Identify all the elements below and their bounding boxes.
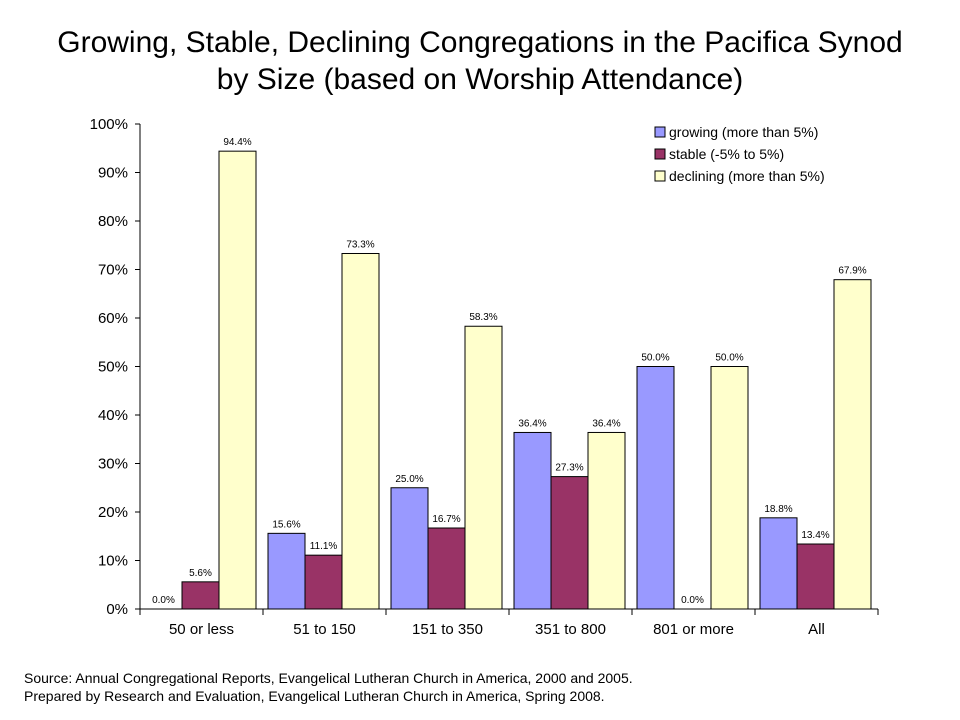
bar-declining xyxy=(218,150,257,610)
data-label: 15.6% xyxy=(272,519,300,530)
data-label: 73.3% xyxy=(346,239,374,250)
bar-growing xyxy=(390,487,429,610)
data-label: 67.9% xyxy=(838,266,866,277)
y-tick-label: 100% xyxy=(90,116,128,133)
bar-declining xyxy=(833,279,872,610)
footnote-source: Source: Annual Congregational Reports, E… xyxy=(24,670,633,686)
data-label: 0.0% xyxy=(681,595,704,606)
data-label: 18.8% xyxy=(764,504,792,515)
data-label: 94.4% xyxy=(223,137,251,148)
data-label: 16.7% xyxy=(432,514,460,525)
y-tick-label: 50% xyxy=(98,359,128,376)
bar-declining xyxy=(341,252,380,610)
bar-declining xyxy=(587,431,626,610)
y-tick-label: 30% xyxy=(98,456,128,473)
x-tick-label: 351 to 800 xyxy=(535,621,606,638)
data-label: 58.3% xyxy=(469,312,497,323)
y-tick-label: 70% xyxy=(98,262,128,279)
y-tick-label: 0% xyxy=(106,601,128,618)
bar-stable xyxy=(181,581,220,610)
data-label: 13.4% xyxy=(801,530,829,541)
y-tick-label: 80% xyxy=(98,213,128,230)
bar-growing xyxy=(513,431,552,610)
bar-stable xyxy=(550,476,589,610)
legend-label: growing (more than 5%) xyxy=(669,124,818,140)
legend-swatch xyxy=(654,170,666,182)
legend-label: declining (more than 5%) xyxy=(669,168,825,184)
legend-swatch xyxy=(654,148,666,160)
chart-title-line-1: Growing, Stable, Declining Congregations… xyxy=(57,26,903,59)
y-tick-label: 10% xyxy=(98,553,128,570)
y-tick-label: 60% xyxy=(98,310,128,327)
data-label: 0.0% xyxy=(152,595,175,606)
y-tick-label: 40% xyxy=(98,407,128,424)
bar-growing xyxy=(267,532,306,610)
chart-title-line-2: by Size (based on Worship Attendance) xyxy=(216,63,744,96)
data-label: 11.1% xyxy=(310,541,338,552)
chart-title: Growing, Stable, Declining Congregations… xyxy=(0,24,960,98)
y-tick-label: 90% xyxy=(98,165,128,182)
data-label: 25.0% xyxy=(395,474,423,485)
data-label: 50.0% xyxy=(715,353,743,364)
footnote-prepared-by: Prepared by Research and Evaluation, Eva… xyxy=(24,688,605,704)
bar-stable xyxy=(427,527,466,610)
footnote: Source: Annual Congregational Reports, E… xyxy=(24,669,633,705)
data-label: 50.0% xyxy=(641,353,669,364)
bar-declining xyxy=(710,366,749,610)
bar-growing xyxy=(636,366,675,610)
data-label: 5.6% xyxy=(189,568,212,579)
y-tick-label: 20% xyxy=(98,504,128,521)
data-label: 36.4% xyxy=(592,418,620,429)
bar-stable xyxy=(796,543,835,610)
x-tick-label: 50 or less xyxy=(169,621,234,638)
data-label: 27.3% xyxy=(555,463,583,474)
x-tick-label: All xyxy=(808,621,825,638)
x-tick-label: 151 to 350 xyxy=(412,621,483,638)
x-tick-label: 801 or more xyxy=(653,621,734,638)
legend-swatch xyxy=(654,126,666,138)
x-tick-label: 51 to 150 xyxy=(293,621,356,638)
data-label: 36.4% xyxy=(518,418,546,429)
legend-label: stable (-5% to 5%) xyxy=(669,146,784,162)
bar-declining xyxy=(464,325,503,610)
bar-growing xyxy=(759,517,798,610)
bar-stable xyxy=(304,554,343,610)
